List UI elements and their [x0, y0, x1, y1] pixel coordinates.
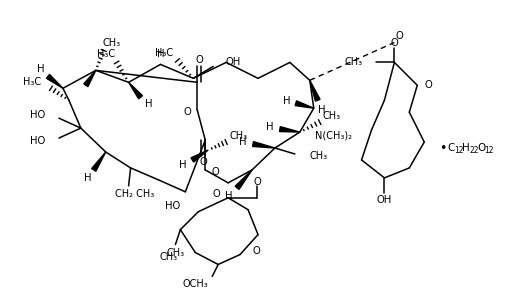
Text: O: O — [253, 177, 261, 187]
Polygon shape — [191, 150, 208, 162]
Text: CH₃: CH₃ — [310, 151, 328, 161]
Text: HO: HO — [165, 201, 180, 211]
Text: C: C — [447, 143, 454, 153]
Text: N(CH₃)₂: N(CH₃)₂ — [314, 130, 351, 140]
Text: OCH₃: OCH₃ — [183, 279, 208, 289]
Text: O: O — [424, 80, 432, 90]
Text: CH₃: CH₃ — [103, 39, 121, 48]
Text: H: H — [179, 160, 186, 170]
Text: O: O — [199, 157, 207, 167]
Polygon shape — [92, 152, 106, 171]
Text: H₃C: H₃C — [155, 48, 174, 58]
Text: O: O — [477, 143, 485, 153]
Text: CH₃: CH₃ — [345, 57, 362, 67]
Polygon shape — [84, 70, 96, 87]
Polygon shape — [253, 141, 275, 148]
Text: H: H — [283, 96, 291, 106]
Text: 22: 22 — [469, 145, 479, 154]
Text: O: O — [196, 55, 203, 65]
Text: CH₃: CH₃ — [166, 247, 185, 258]
Text: H: H — [145, 99, 152, 109]
Text: O: O — [252, 246, 260, 256]
Text: CH₂ CH₃: CH₂ CH₃ — [115, 189, 154, 199]
Polygon shape — [129, 82, 142, 99]
Text: H₃C: H₃C — [23, 77, 41, 87]
Text: H: H — [318, 105, 325, 115]
Text: H: H — [462, 143, 470, 153]
Text: H: H — [240, 137, 247, 147]
Polygon shape — [310, 80, 320, 101]
Text: H₃C: H₃C — [97, 49, 115, 59]
Text: CH₃: CH₃ — [229, 131, 247, 141]
Text: H: H — [225, 191, 233, 201]
Text: O: O — [395, 30, 403, 41]
Text: H: H — [84, 173, 92, 183]
Text: CH₃: CH₃ — [160, 252, 177, 262]
Text: O: O — [211, 167, 219, 177]
Text: O: O — [212, 189, 220, 199]
Text: CH₃: CH₃ — [323, 111, 341, 121]
Text: H: H — [37, 64, 45, 74]
Text: O: O — [184, 107, 191, 117]
Text: H: H — [266, 122, 274, 132]
Polygon shape — [235, 170, 252, 189]
Text: 12: 12 — [454, 145, 463, 154]
Text: OH: OH — [377, 195, 392, 205]
Text: HO: HO — [30, 110, 45, 120]
Polygon shape — [295, 101, 314, 108]
Polygon shape — [280, 127, 300, 132]
Polygon shape — [47, 74, 63, 88]
Text: OH: OH — [225, 57, 241, 67]
Text: HO: HO — [30, 136, 45, 146]
Text: O: O — [391, 38, 398, 48]
Text: H: H — [157, 49, 164, 59]
Text: •: • — [439, 141, 447, 154]
Text: 12: 12 — [484, 145, 494, 154]
